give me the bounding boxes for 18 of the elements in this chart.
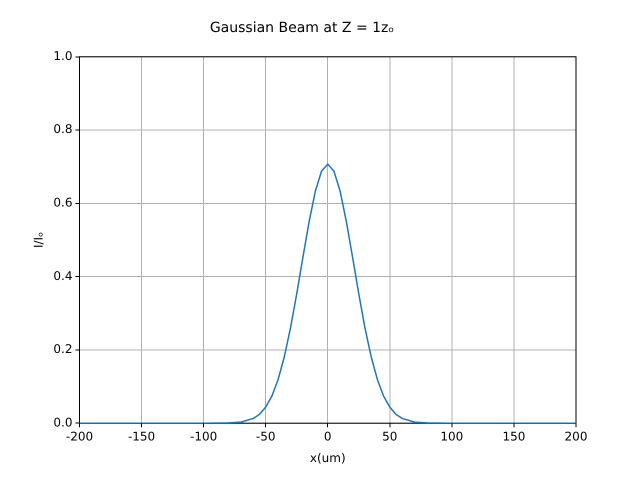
x-tick-label: 100 bbox=[440, 430, 464, 444]
x-axis-title: x(um) bbox=[310, 450, 346, 465]
y-tick-label: 0.0 bbox=[53, 415, 72, 430]
x-tick-label: 200 bbox=[564, 430, 588, 444]
chart-title: Gaussian Beam at Z = 1zₒ bbox=[210, 20, 394, 36]
x-tick-label: -100 bbox=[190, 430, 218, 444]
y-axis-title: I/Iₒ bbox=[31, 232, 46, 248]
y-tick-label: 0.6 bbox=[53, 195, 72, 210]
x-tick-label: 0 bbox=[324, 430, 332, 444]
x-tick-label: 50 bbox=[382, 430, 398, 444]
x-tick-label: -50 bbox=[256, 430, 276, 444]
y-tick-label: 1.0 bbox=[53, 48, 72, 63]
x-tick-label: -200 bbox=[66, 430, 94, 444]
y-tick-label: 0.4 bbox=[53, 268, 72, 283]
x-tick-label: 150 bbox=[502, 430, 526, 444]
x-tick-label: -150 bbox=[128, 430, 156, 444]
y-tick-label: 0.8 bbox=[53, 122, 72, 136]
y-tick-label: 0.2 bbox=[53, 342, 72, 356]
